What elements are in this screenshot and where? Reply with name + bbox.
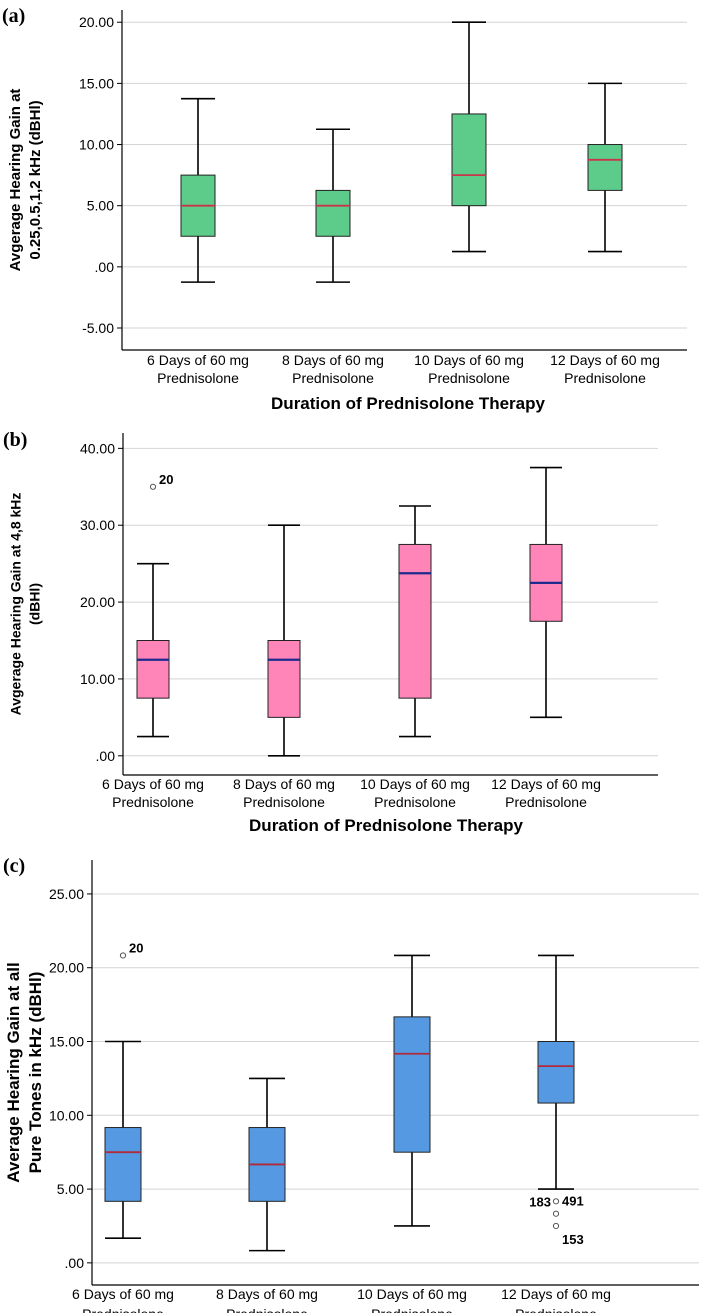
x-category-label: Prednisolone [157,370,239,386]
y-tick-label: 5.00 [87,198,114,214]
y-tick-label: 25.00 [49,886,84,902]
y-tick-label: .00 [96,748,116,764]
outlier-label: 153 [562,1232,584,1247]
panel-label: (c) [3,855,25,877]
outlier-label: 491 [562,1194,584,1209]
box-group [451,21,487,253]
y-tick-label: .00 [95,259,115,275]
outlier-point [119,952,127,959]
box-group [315,128,351,283]
y-axis-title: (dBHl) [27,583,43,625]
box-group [267,524,301,757]
x-category-label: Prednisolone [515,1306,597,1313]
y-tick-label: 20.00 [80,594,115,610]
outlier-label: 183 [529,1194,551,1209]
x-category-label: Prednisolone [428,370,510,386]
y-tick-label: .00 [65,1255,85,1271]
chart-panel-a: 20.00 15.00 10.00 5.00 .00 -5.00 6 Days of 60 … [0,0,708,415]
x-category-label: Prednisolone [374,794,456,810]
x-category-label: Prednisolone [371,1306,453,1313]
x-category-label: 6 Days of 60 mg [147,352,249,368]
x-category-label: 6 Days of 60 mg [72,1286,174,1302]
iqr-box [537,1041,575,1104]
outlier-point [552,1210,560,1217]
x-category-label: 12 Days of 60 mg [501,1286,611,1302]
y-tick-label: 20.00 [79,14,114,30]
chart-panel-c: 25.00 20.00 15.00 10.00 5.00 .00 20 183 491 153 6 … [0,850,708,1313]
y-tick-label: 10.00 [79,137,114,153]
y-axis-title: Pure Tones in kHz (dBHl) [26,972,45,1174]
y-tick-label: 15.00 [79,75,114,91]
boxplot-chart: 20.00 15.00 10.00 5.00 .00 -5.00 6 Days of 60 … [2,5,687,413]
chart-panel-b: 40.00 30.00 20.00 10.00 .00 20 6 Days of 60 mg… [0,425,708,845]
box-group: 20 [136,472,173,738]
y-axis-title: 0.25,0.5,1,2 kHz (dBHl) [27,100,44,259]
box-group [180,97,216,283]
x-category-label: Prednisolone [292,370,374,386]
y-tick-label: 10.00 [80,671,115,687]
x-category-label: 6 Days of 60 mg [102,776,204,792]
y-axis-title: Average Hearing Gain at all [4,962,23,1182]
outlier-point [552,1198,560,1205]
outlier-point [552,1222,560,1230]
boxplot-chart: 40.00 30.00 20.00 10.00 .00 20 6 Days of 60 mg… [3,429,658,835]
boxplot-chart: 25.00 20.00 15.00 10.00 5.00 .00 20 183 491 153 6 … [3,855,699,1313]
box-group: 20 [104,940,143,1240]
x-category-label: Prednisolone [564,370,646,386]
x-category-label: 10 Days of 60 mg [360,776,470,792]
x-category-label: Prednisolone [243,794,325,810]
iqr-box [587,144,623,191]
x-axis-title: Duration of Prednisolone Therapy [271,394,545,413]
box-group [398,505,432,738]
y-tick-label: 30.00 [80,517,115,533]
y-tick-label: 20.00 [49,960,84,976]
panel-label: (a) [2,5,25,27]
x-category-label: 12 Days of 60 mg [550,352,660,368]
box-group: 183 491 153 [529,954,584,1247]
x-category-label: Prednisolone [82,1306,164,1313]
x-category-label: Prednisolone [505,794,587,810]
outlier-label: 20 [159,472,173,487]
box-group [587,82,623,253]
y-tick-label: 10.00 [49,1107,84,1123]
x-axis-title: Duration of Prednisolone Therapy [249,816,523,835]
iqr-box [267,640,301,718]
box-group [248,1077,286,1252]
x-category-label: 12 Days of 60 mg [491,776,601,792]
y-axis-title: Avgerage Hearing Gain at 4,8 kHz [8,493,24,716]
box-group [529,466,563,719]
box-group [393,954,431,1227]
x-category-label: 8 Days of 60 mg [282,352,384,368]
y-tick-label: 40.00 [80,440,115,456]
outlier-label: 20 [129,940,143,955]
y-tick-label: 5.00 [57,1181,84,1197]
iqr-box [398,543,432,699]
x-category-label: Prednisolone [226,1306,308,1313]
outlier-point [149,483,157,490]
x-category-label: 8 Days of 60 mg [216,1286,318,1302]
iqr-box [451,113,487,207]
y-tick-label: -5.00 [82,320,114,336]
x-category-label: 10 Days of 60 mg [414,352,524,368]
iqr-box [136,640,170,699]
iqr-box [315,189,351,237]
x-category-label: Prednisolone [112,794,194,810]
y-axis-title: Avgerage Hearing Gain at [7,89,24,272]
x-category-label: 8 Days of 60 mg [233,776,335,792]
iqr-box [393,1016,431,1153]
panel-label: (b) [3,429,27,451]
x-category-label: 10 Days of 60 mg [357,1286,467,1302]
iqr-box [104,1127,142,1202]
y-tick-label: 15.00 [49,1034,84,1050]
